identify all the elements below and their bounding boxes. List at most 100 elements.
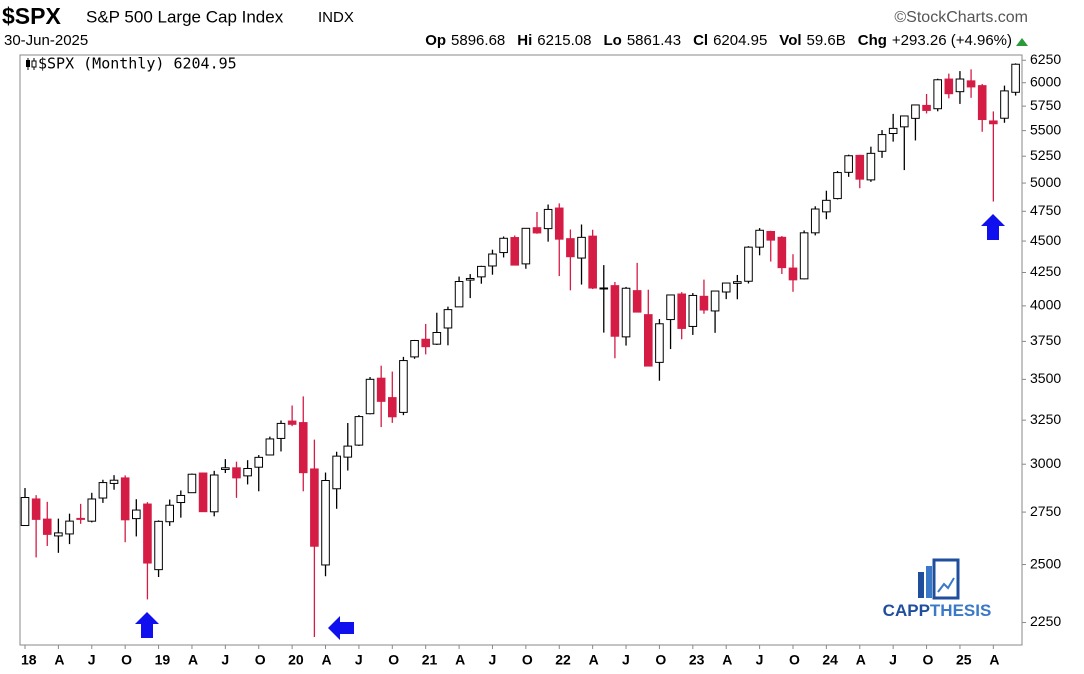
- x-tick-label: O: [789, 652, 800, 668]
- stat-label: Hi: [517, 32, 532, 49]
- candle-body: [243, 467, 252, 477]
- candle-body: [343, 445, 353, 458]
- candle-body: [154, 520, 163, 571]
- x-tick-label: A: [722, 652, 732, 668]
- x-tick-label: O: [655, 652, 666, 668]
- x-tick-label: A: [589, 652, 599, 668]
- candle-body: [866, 152, 876, 181]
- y-tick-label: 5750: [1030, 97, 1061, 113]
- candle-body: [388, 397, 397, 418]
- candle-body: [187, 473, 197, 494]
- arrow: [328, 616, 354, 640]
- candle-body: [599, 287, 609, 290]
- candle-body: [977, 85, 987, 121]
- logo-icon: [918, 558, 960, 600]
- candle-body: [354, 416, 364, 446]
- candle-body: [1011, 63, 1020, 93]
- plot-frame: [19, 54, 1023, 646]
- candle-body: [54, 532, 63, 537]
- candle-body: [688, 294, 698, 327]
- candle-body: [465, 277, 475, 281]
- candle-body: [911, 104, 920, 119]
- stat-label: Vol: [779, 32, 801, 49]
- x-tick-label: J: [756, 652, 764, 668]
- stat-value: 5896.68: [451, 32, 505, 49]
- y-tick-label: 6000: [1030, 73, 1061, 89]
- x-tick-label: J: [488, 652, 496, 668]
- candle-body: [488, 253, 497, 267]
- candle-body: [822, 199, 831, 213]
- stat-value: 6204.95: [713, 32, 767, 49]
- y-tick-label: 5250: [1030, 147, 1061, 163]
- x-tick-label: A: [455, 652, 465, 668]
- x-tick-label: 24: [822, 652, 838, 668]
- y-tick-label: 2750: [1030, 503, 1061, 519]
- x-tick-label: O: [522, 652, 533, 668]
- candle-body: [432, 331, 442, 345]
- x-tick-label: O: [388, 652, 399, 668]
- x-tick-label: A: [322, 652, 332, 668]
- y-tick-label: 2500: [1030, 555, 1061, 571]
- candle-body: [955, 78, 965, 93]
- stat-label: Op: [425, 32, 446, 49]
- x-tick-label: A: [856, 652, 866, 668]
- y-tick-label: 5500: [1030, 121, 1061, 137]
- arrow: [981, 214, 1005, 240]
- y-tick-label: 3500: [1030, 370, 1061, 386]
- candle-body: [1000, 90, 1009, 119]
- candle-body: [877, 134, 887, 152]
- y-tick-label: 4500: [1030, 232, 1061, 248]
- x-tick-label: 21: [422, 652, 438, 668]
- candle-body: [744, 246, 753, 282]
- candle-body: [532, 227, 542, 234]
- x-tick-label: 19: [155, 652, 171, 668]
- candle-body: [733, 281, 742, 284]
- legend: $SPX (Monthly) 6204.95: [38, 55, 237, 73]
- candle-body: [98, 482, 108, 499]
- stat-value: 6215.08: [537, 32, 591, 49]
- x-tick-label: J: [622, 652, 630, 668]
- candle-body: [20, 497, 30, 527]
- stat-label: Chg: [858, 32, 887, 49]
- candle-body: [510, 237, 520, 266]
- candle-body: [298, 422, 308, 474]
- arrow: [135, 612, 159, 638]
- candle-body: [42, 518, 52, 535]
- logo-part: THESIS: [930, 601, 991, 620]
- candle-body: [499, 237, 508, 254]
- candle-body: [755, 229, 764, 248]
- y-tick-label: 4000: [1030, 297, 1061, 313]
- candle-body: [477, 265, 486, 278]
- chart-subtitle: S&P 500 Large Cap Index: [86, 7, 284, 26]
- candle-body: [132, 509, 141, 520]
- legend-icon: [26, 58, 37, 70]
- date: 30-Jun-2025: [4, 32, 88, 49]
- candle-body: [966, 80, 976, 88]
- candle-body: [777, 236, 787, 269]
- candle-body: [643, 314, 653, 367]
- candle-body: [443, 309, 453, 329]
- x-tick-label: J: [221, 652, 229, 668]
- candle-body: [454, 280, 464, 308]
- candle-body: [710, 290, 720, 312]
- candle-body: [554, 207, 564, 240]
- candle-body: [421, 338, 430, 348]
- candle-body: [888, 127, 898, 135]
- candle-body: [232, 467, 241, 479]
- candle-body: [365, 378, 375, 415]
- candle-body: [721, 282, 731, 293]
- x-tick-label: J: [355, 652, 363, 668]
- candle-body: [677, 293, 686, 329]
- candle-body: [655, 323, 664, 363]
- x-tick-label: O: [255, 652, 266, 668]
- candle-body: [321, 480, 330, 566]
- up-indicator: [1016, 38, 1028, 46]
- y-tick-label: 6250: [1030, 51, 1061, 67]
- candle-body: [143, 503, 152, 564]
- x-tick-label: 18: [21, 652, 37, 668]
- candle-body: [632, 290, 642, 313]
- candle-body: [254, 456, 264, 468]
- stat-value: +293.26 (+4.96%): [892, 32, 1012, 49]
- candle-body: [944, 78, 954, 95]
- candle-body: [221, 467, 230, 470]
